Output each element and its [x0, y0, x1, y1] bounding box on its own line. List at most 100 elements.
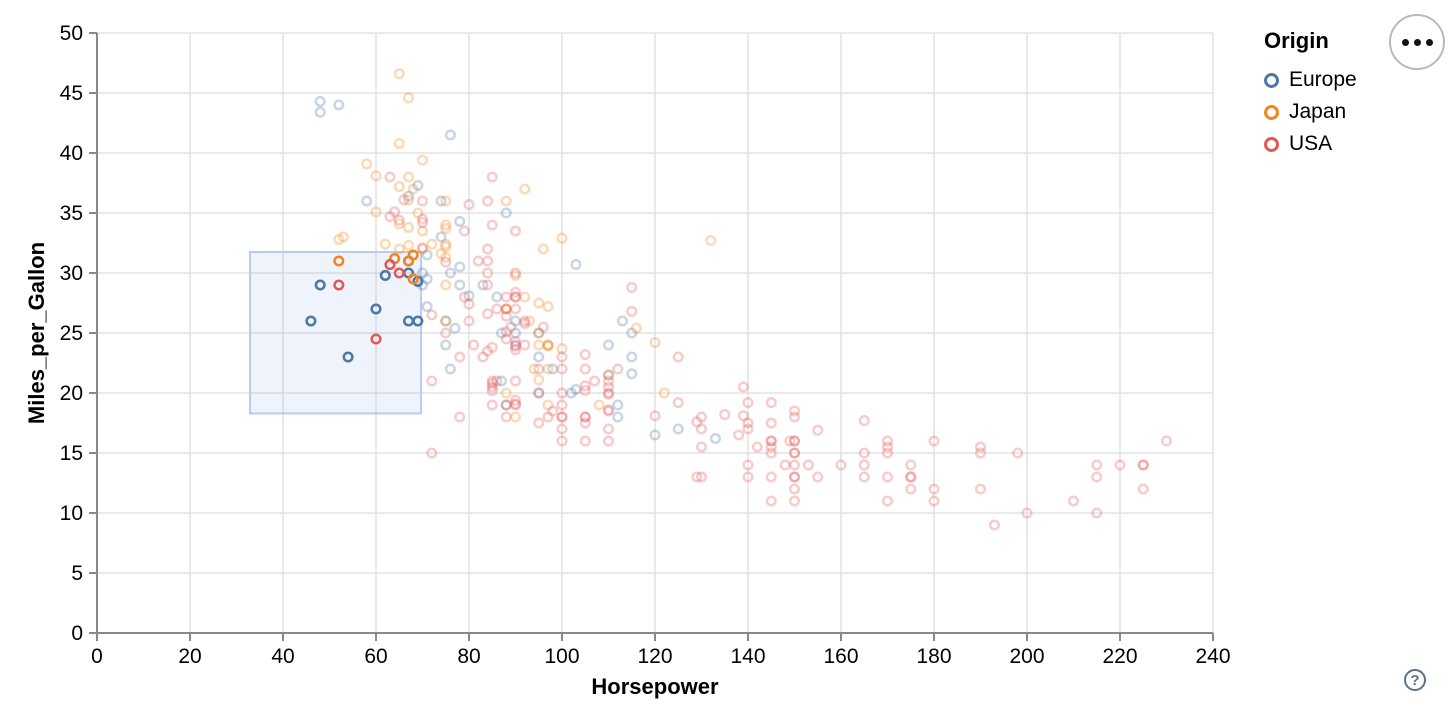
data-point	[626, 351, 638, 363]
data-point	[802, 459, 815, 471]
data-point	[384, 211, 396, 223]
y-tick-label: 20	[60, 382, 83, 405]
data-point	[463, 290, 475, 302]
data-point	[788, 495, 801, 507]
data-point	[695, 411, 708, 423]
data-point	[463, 199, 475, 211]
data-point	[1091, 507, 1103, 519]
data-point	[416, 217, 429, 229]
data-point	[491, 303, 503, 315]
data-point	[630, 322, 642, 334]
brush-selection[interactable]	[248, 251, 423, 415]
data-point	[626, 305, 638, 317]
data-point	[509, 303, 522, 315]
x-tick-label: 20	[178, 645, 201, 668]
data-point	[765, 447, 777, 459]
data-point	[393, 218, 405, 230]
data-point	[486, 219, 498, 231]
data-point	[974, 483, 987, 495]
data-point	[393, 214, 405, 226]
data-point	[440, 339, 452, 351]
legend-item-europe[interactable]: Europe	[1264, 64, 1357, 96]
data-point	[440, 219, 452, 231]
data-point	[403, 239, 415, 251]
data-point	[593, 399, 605, 411]
data-point	[533, 327, 545, 339]
actions-menu-button[interactable]	[1389, 14, 1445, 70]
data-point	[542, 399, 554, 411]
data-point	[421, 249, 433, 261]
legend-item-japan[interactable]: Japan	[1264, 96, 1357, 128]
data-point	[579, 380, 591, 392]
data-point	[416, 243, 429, 255]
data-point	[602, 388, 615, 400]
data-point	[881, 447, 894, 459]
data-point	[412, 179, 424, 191]
data-point	[556, 411, 568, 423]
data-point	[454, 215, 466, 227]
data-point	[477, 279, 489, 291]
data-point	[788, 405, 801, 417]
data-point	[765, 397, 777, 409]
data-point	[928, 495, 940, 507]
data-point	[491, 375, 503, 387]
y-tick-label: 0	[71, 622, 83, 645]
europe-ring-icon	[1264, 72, 1279, 88]
data-point	[602, 405, 615, 417]
data-point	[393, 267, 405, 279]
data-point	[486, 399, 498, 411]
data-point	[542, 411, 554, 423]
data-point	[426, 447, 438, 459]
data-point	[1091, 471, 1103, 483]
data-point	[486, 171, 498, 183]
data-point	[602, 369, 615, 381]
data-point	[602, 435, 615, 447]
y-tick-label: 15	[60, 442, 83, 465]
data-point	[379, 238, 391, 250]
data-point	[542, 301, 554, 313]
data-point	[602, 369, 615, 381]
y-tick-label: 25	[60, 322, 83, 345]
data-point	[486, 385, 498, 397]
data-point	[742, 397, 754, 409]
data-point	[454, 411, 466, 423]
data-point	[509, 398, 522, 410]
data-point	[509, 291, 522, 303]
data-point	[454, 351, 466, 363]
data-point	[500, 387, 512, 399]
x-tick-label: 140	[730, 645, 765, 668]
question-mark-icon: ?	[1410, 671, 1420, 689]
data-point	[542, 340, 554, 352]
data-point	[496, 375, 508, 387]
data-point	[695, 423, 708, 435]
data-point	[486, 381, 498, 393]
y-tick-label: 5	[71, 562, 83, 585]
data-point	[486, 377, 498, 389]
x-tick-label: 220	[1102, 645, 1137, 668]
data-point	[519, 339, 531, 351]
data-point	[454, 261, 466, 273]
data-point	[342, 351, 354, 363]
data-point	[784, 435, 796, 447]
data-point	[463, 315, 475, 327]
help-button[interactable]: ?	[1404, 669, 1426, 691]
legend-item-usa[interactable]: USA	[1264, 128, 1357, 160]
data-point	[500, 303, 512, 315]
data-point	[737, 381, 749, 393]
data-point	[556, 387, 568, 399]
data-point	[496, 327, 508, 339]
japan-ring-icon	[1264, 104, 1279, 120]
data-point	[974, 441, 987, 453]
data-point	[440, 327, 452, 339]
data-point	[1021, 507, 1033, 519]
data-point	[556, 232, 568, 244]
data-point	[416, 195, 429, 207]
data-point	[482, 195, 494, 207]
data-point	[426, 375, 438, 387]
data-point	[881, 495, 894, 507]
x-tick-label: 180	[916, 645, 951, 668]
data-point	[361, 158, 373, 170]
x-tick-label: 80	[457, 645, 480, 668]
data-point	[537, 243, 549, 255]
data-point	[379, 269, 391, 281]
